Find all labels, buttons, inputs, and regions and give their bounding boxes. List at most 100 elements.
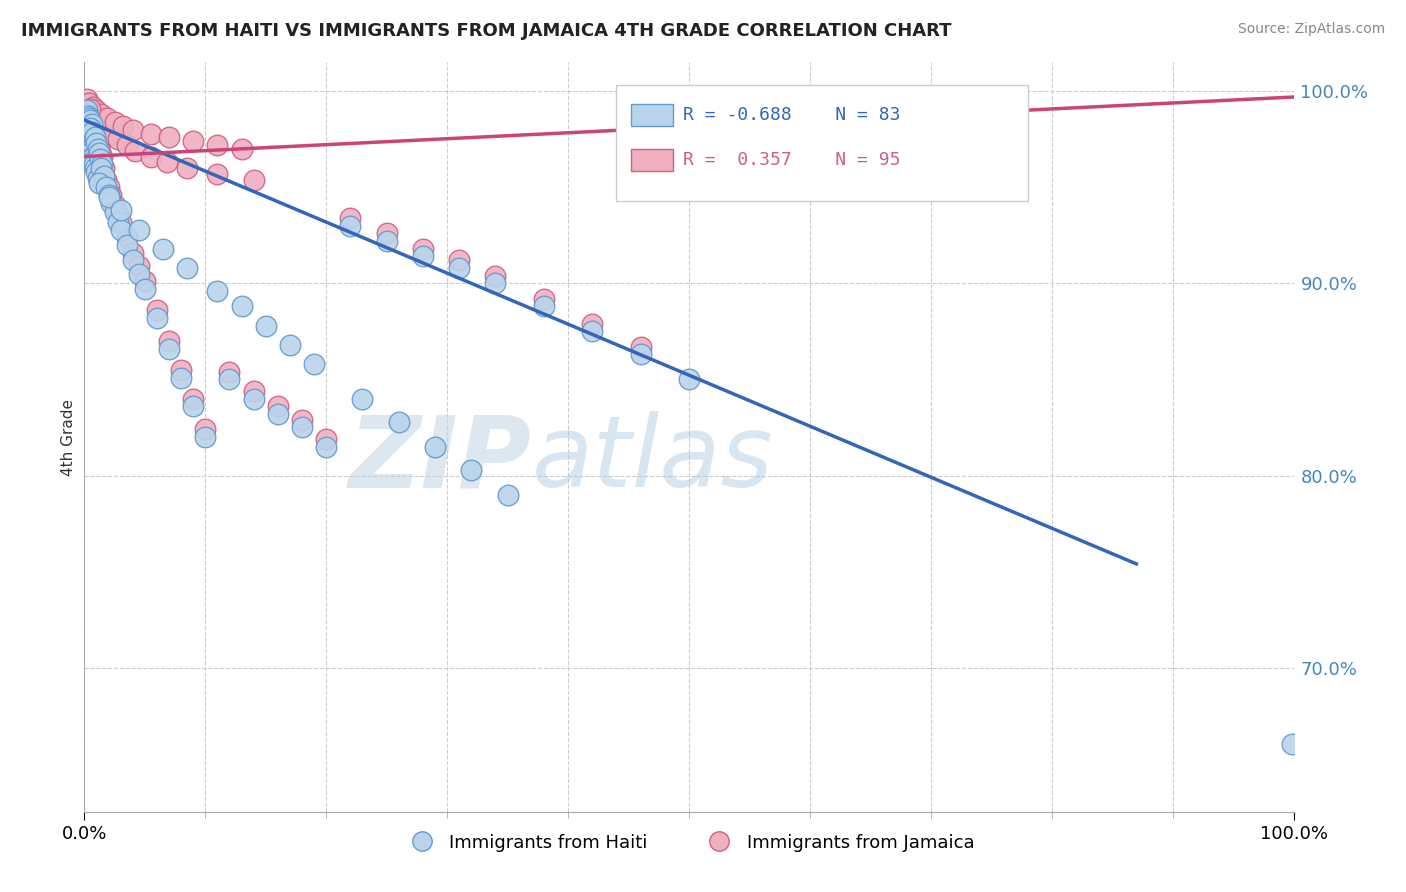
Point [449,253,471,268]
Point [90,107,112,121]
Text: R = -0.688    N = 83: R = -0.688 N = 83 [683,106,900,124]
Point [207,167,229,181]
Point [91,150,114,164]
Point [82,127,104,141]
Point [77,109,100,123]
Point [146,303,169,318]
Point [115,238,138,252]
Point [75,125,97,139]
Text: ZIP: ZIP [349,411,531,508]
Point [104,115,127,129]
Point [339,219,361,233]
Point [79,105,101,120]
Point [157,342,180,356]
Point [76,95,98,110]
Point [104,197,127,211]
Point [181,134,204,148]
Point [155,155,177,169]
Point [89,144,111,158]
Point [157,334,180,348]
Point [128,267,150,281]
Point [86,128,108,143]
Point [80,117,103,131]
Text: IMMIGRANTS FROM HAITI VS IMMIGRANTS FROM JAMAICA 4TH GRADE CORRELATION CHART: IMMIGRANTS FROM HAITI VS IMMIGRANTS FROM… [21,22,952,40]
Point [412,250,434,264]
Point [93,161,115,175]
Point [267,407,290,421]
Point [79,113,101,128]
Point [75,100,97,114]
Point [678,372,700,386]
Point [100,188,122,202]
Point [77,111,100,125]
Point [121,253,143,268]
Point [176,161,198,175]
Point [146,310,169,325]
Point [77,144,100,158]
Point [90,161,112,175]
Point [76,138,98,153]
Point [484,268,506,283]
Point [86,165,108,179]
Point [176,260,198,275]
Point [87,177,110,191]
Point [76,111,98,125]
Point [242,384,264,398]
Point [79,103,101,118]
Point [1281,738,1303,752]
Point [460,463,482,477]
Point [76,120,98,135]
Point [91,157,114,171]
Point [110,203,132,218]
Point [375,227,398,241]
Point [76,119,98,133]
Point [94,180,117,194]
Point [100,127,122,141]
Point [77,95,100,110]
Point [181,392,204,406]
Point [83,150,105,164]
Point [77,102,100,116]
Point [152,242,174,256]
Point [79,138,101,153]
Point [82,142,104,156]
Point [76,103,98,118]
FancyBboxPatch shape [616,85,1028,201]
Point [231,142,253,156]
Point [412,242,434,256]
Point [82,119,104,133]
Point [339,211,361,225]
Point [170,370,193,384]
Point [115,138,138,153]
Y-axis label: 4th Grade: 4th Grade [60,399,76,475]
Point [121,245,143,260]
Point [134,282,156,296]
Point [87,169,110,183]
Point [76,92,98,106]
Point [291,420,314,434]
Point [83,109,105,123]
Point [128,222,150,236]
Point [76,130,98,145]
Point [139,150,162,164]
Point [170,363,193,377]
Point [315,440,337,454]
Point [75,117,97,131]
Point [77,142,100,156]
Point [80,117,103,131]
Point [86,163,108,178]
Point [89,152,111,166]
Point [352,392,374,406]
Point [93,120,115,135]
Point [581,325,603,339]
Point [121,122,143,136]
Point [87,138,110,153]
Point [84,161,107,175]
Point [110,215,132,229]
Point [97,180,120,194]
Point [77,134,100,148]
Point [302,357,325,371]
Point [375,234,398,248]
Point [97,190,120,204]
Point [496,488,519,502]
